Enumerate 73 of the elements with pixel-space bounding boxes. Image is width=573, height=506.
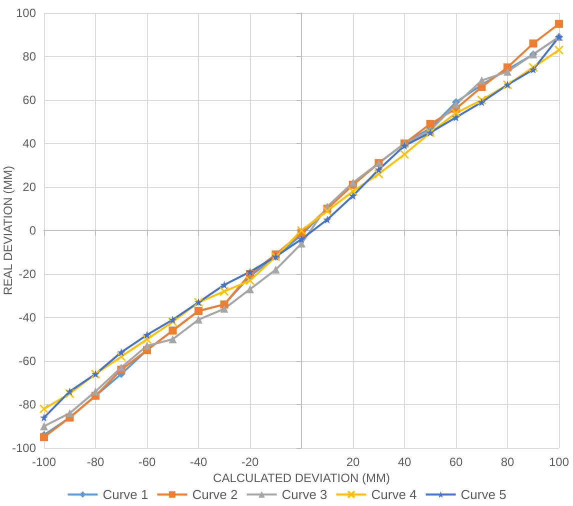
y-tick-label: 20 <box>22 180 36 194</box>
point <box>194 316 202 324</box>
point <box>220 286 229 296</box>
x-tick-label: 20 <box>346 455 360 469</box>
x-tick-label: -20 <box>241 455 259 469</box>
x-axis-title: CALCULATED DEVIATION (MM) <box>213 471 390 485</box>
point <box>349 192 357 200</box>
point <box>528 62 538 72</box>
x-tick-label: -100 <box>32 455 56 469</box>
legend-label: Curve 2 <box>192 487 238 502</box>
y-tick-label: 40 <box>22 136 36 150</box>
x-tick-label: 100 <box>548 455 570 469</box>
point <box>478 98 486 106</box>
y-tick-label: 100 <box>16 6 36 20</box>
x-tick-label: -80 <box>86 455 104 469</box>
point <box>143 330 151 339</box>
point <box>478 76 486 84</box>
point <box>168 317 178 327</box>
x-tick-label: 40 <box>398 455 412 469</box>
point <box>348 186 358 196</box>
point <box>322 206 332 216</box>
point <box>451 108 461 118</box>
point <box>66 387 74 396</box>
point <box>296 226 306 236</box>
point <box>298 235 306 244</box>
point <box>66 409 74 418</box>
point <box>168 316 177 324</box>
x-tick-label: 60 <box>449 455 463 469</box>
point <box>39 404 49 414</box>
legend-label: Curve 5 <box>460 487 506 502</box>
y-tick-label: -20 <box>18 267 36 281</box>
point <box>529 39 538 48</box>
point <box>477 95 486 105</box>
point <box>245 276 255 286</box>
y-tick-label: 60 <box>22 93 36 107</box>
legend-label: Curve 4 <box>371 487 417 502</box>
y-tick-label: -40 <box>18 310 36 324</box>
point <box>374 169 384 179</box>
point <box>400 150 410 160</box>
point <box>554 45 564 55</box>
x-tick-label: 80 <box>500 455 514 469</box>
point <box>220 304 228 313</box>
y-tick-label: 80 <box>22 50 36 64</box>
point <box>374 166 383 174</box>
x-tick-label: -40 <box>190 455 208 469</box>
point <box>116 352 126 362</box>
y-axis-title: REAL DEVIATION (MM) <box>1 166 15 296</box>
legend-label: Curve 1 <box>102 487 148 502</box>
point <box>323 216 332 224</box>
point <box>529 66 538 74</box>
point <box>40 414 48 422</box>
point <box>400 142 408 150</box>
point <box>168 335 177 344</box>
point <box>426 120 434 128</box>
point <box>272 266 280 274</box>
y-tick-label: 0 <box>29 224 36 238</box>
point <box>220 280 228 289</box>
point <box>452 113 460 122</box>
point <box>142 334 152 344</box>
point <box>246 268 254 276</box>
point <box>246 285 254 294</box>
x-tick-label: -60 <box>138 455 156 469</box>
point <box>143 342 151 350</box>
point <box>40 433 48 442</box>
point <box>65 388 74 398</box>
point <box>92 387 100 396</box>
y-tick-label: -60 <box>18 354 36 368</box>
point <box>555 20 563 28</box>
point <box>40 422 48 430</box>
legend-label: Curve 3 <box>282 487 328 502</box>
y-tick-label: -100 <box>12 441 36 455</box>
point <box>117 348 126 356</box>
y-tick-label: -80 <box>18 398 36 412</box>
